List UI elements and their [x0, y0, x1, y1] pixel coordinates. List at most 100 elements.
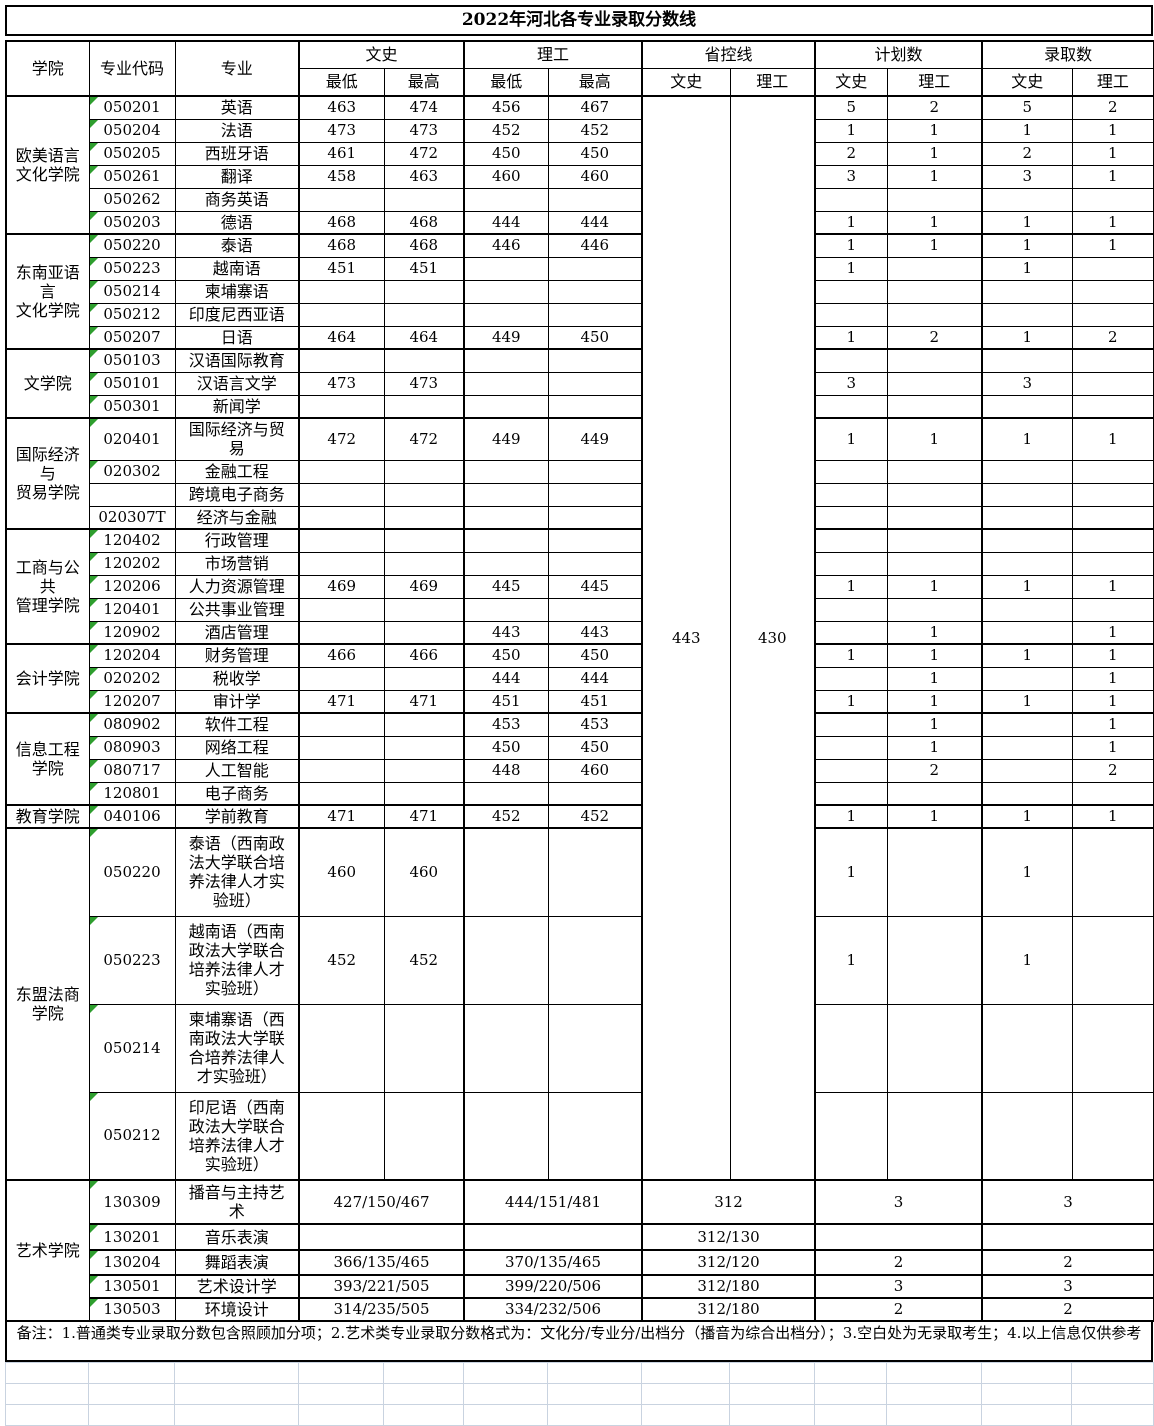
score-ligong-min-cell[interactable]	[463, 187, 549, 212]
admit-wenshi-cell[interactable]: 1	[981, 325, 1073, 350]
major-code-cell[interactable]: 050204	[88, 118, 176, 143]
score-wenshi-min-cell[interactable]	[298, 551, 385, 576]
college-cell[interactable]: 国际经济 与 贸易学院	[5, 417, 90, 530]
major-code-cell[interactable]: 130501	[88, 1274, 176, 1299]
admit-cell[interactable]: 3	[981, 1179, 1154, 1225]
score-ligong-max-cell[interactable]	[547, 528, 643, 553]
admit-ligong-cell[interactable]	[1071, 915, 1154, 1005]
score-wenshi-min-cell[interactable]	[298, 505, 385, 530]
admit-wenshi-cell[interactable]: 1	[981, 256, 1073, 281]
admit-wenshi-cell[interactable]	[981, 735, 1073, 760]
plan-cell[interactable]: 3	[814, 1179, 983, 1225]
admit-ligong-cell[interactable]: 1	[1071, 804, 1154, 829]
admit-wenshi-cell[interactable]	[981, 279, 1073, 304]
score-ligong-min-cell[interactable]	[463, 781, 549, 806]
major-code-cell[interactable]: 120206	[88, 574, 176, 599]
score-ligong-cell[interactable]: 370/135/465	[463, 1249, 643, 1276]
plan-wenshi-cell[interactable]: 1	[814, 256, 888, 281]
score-ligong-min-cell[interactable]: 450	[463, 141, 549, 166]
college-cell[interactable]: 会计学院	[5, 643, 90, 714]
admit-ligong-cell[interactable]	[1071, 827, 1154, 917]
major-code-cell[interactable]: 050203	[88, 210, 176, 235]
major-name-cell[interactable]: 税收学	[174, 666, 300, 691]
admit-ligong-cell[interactable]	[1071, 371, 1154, 396]
plan-wenshi-cell[interactable]	[814, 187, 888, 212]
plan-ligong-cell[interactable]	[886, 528, 983, 553]
score-ligong-min-cell[interactable]: 444	[463, 666, 549, 691]
score-wenshi-min-cell[interactable]: 464	[298, 325, 385, 350]
score-wenshi-max-cell[interactable]	[383, 551, 465, 576]
major-code-cell[interactable]: 020202	[88, 666, 176, 691]
major-name-cell[interactable]: 网络工程	[174, 735, 300, 760]
plan-ligong-cell[interactable]: 1	[886, 804, 983, 829]
plan-ligong-cell[interactable]: 1	[886, 118, 983, 143]
score-ligong-cell[interactable]: 334/232/506	[463, 1297, 643, 1322]
score-wenshi-max-cell[interactable]	[383, 482, 465, 507]
admit-ligong-cell[interactable]: 2	[1071, 325, 1154, 350]
score-ligong-max-cell[interactable]: 449	[547, 417, 643, 461]
admit-cell[interactable]	[981, 1223, 1154, 1251]
major-name-cell[interactable]: 播音与主持艺 术	[174, 1179, 300, 1225]
score-ligong-min-cell[interactable]: 452	[463, 118, 549, 143]
major-name-cell[interactable]: 越南语（西南 政法大学联合 培养法律人才 实验班）	[174, 915, 300, 1005]
score-ligong-min-cell[interactable]: 450	[463, 735, 549, 760]
plan-wenshi-cell[interactable]	[814, 348, 888, 373]
admit-ligong-cell[interactable]	[1071, 1091, 1154, 1181]
major-name-cell[interactable]: 新闻学	[174, 394, 300, 419]
plan-ligong-cell[interactable]: 1	[886, 164, 983, 189]
major-name-cell[interactable]: 电子商务	[174, 781, 300, 806]
college-cell[interactable]: 教育学院	[5, 804, 90, 829]
major-name-cell[interactable]: 商务英语	[174, 187, 300, 212]
major-code-cell[interactable]: 120401	[88, 597, 176, 622]
header-ligong-min[interactable]: 最低	[463, 67, 549, 97]
admit-ligong-cell[interactable]: 1	[1071, 141, 1154, 166]
score-ligong-max-cell[interactable]: 445	[547, 574, 643, 599]
admit-ligong-cell[interactable]: 2	[1071, 95, 1154, 120]
plan-ligong-cell[interactable]	[886, 371, 983, 396]
major-name-cell[interactable]: 汉语国际教育	[174, 348, 300, 373]
admit-wenshi-cell[interactable]	[981, 712, 1073, 737]
major-name-cell[interactable]: 环境设计	[174, 1297, 300, 1322]
score-wenshi-max-cell[interactable]	[383, 459, 465, 484]
plan-cell[interactable]	[814, 1223, 983, 1251]
score-wenshi-max-cell[interactable]: 452	[383, 915, 465, 1005]
admit-ligong-cell[interactable]: 1	[1071, 735, 1154, 760]
score-wenshi-cell[interactable]: 314/235/505	[297, 1297, 465, 1322]
admit-wenshi-cell[interactable]: 3	[981, 371, 1073, 396]
score-wenshi-min-cell[interactable]: 473	[298, 118, 385, 143]
control-line-cell[interactable]: 312/120	[641, 1249, 816, 1276]
admit-ligong-cell[interactable]: 2	[1071, 758, 1154, 783]
score-wenshi-min-cell[interactable]	[298, 302, 385, 327]
college-cell[interactable]: 东南亚语 言 文化学院	[5, 233, 90, 350]
admit-wenshi-cell[interactable]: 1	[981, 233, 1073, 258]
score-wenshi-min-cell[interactable]: 468	[298, 210, 385, 235]
score-wenshi-max-cell[interactable]	[383, 505, 465, 530]
score-ligong-max-cell[interactable]: 450	[547, 325, 643, 350]
major-name-cell[interactable]: 法语	[174, 118, 300, 143]
score-wenshi-min-cell[interactable]	[298, 597, 385, 622]
score-ligong-min-cell[interactable]: 452	[463, 804, 549, 829]
admit-wenshi-cell[interactable]	[981, 781, 1073, 806]
admit-wenshi-cell[interactable]	[981, 394, 1073, 419]
header-ligong-max[interactable]: 最高	[547, 67, 643, 97]
major-code-cell[interactable]: 020302	[88, 459, 176, 484]
plan-ligong-cell[interactable]	[886, 302, 983, 327]
plan-ligong-cell[interactable]: 1	[886, 643, 983, 668]
admit-ligong-cell[interactable]: 1	[1071, 574, 1154, 599]
major-code-cell[interactable]: 120202	[88, 551, 176, 576]
admit-wenshi-cell[interactable]: 1	[981, 915, 1073, 1005]
major-name-cell[interactable]: 市场营销	[174, 551, 300, 576]
plan-wenshi-cell[interactable]: 1	[814, 827, 888, 917]
score-ligong-min-cell[interactable]	[463, 279, 549, 304]
major-name-cell[interactable]: 越南语	[174, 256, 300, 281]
major-name-cell[interactable]: 国际经济与贸 易	[174, 417, 300, 461]
major-code-cell[interactable]: 080902	[88, 712, 176, 737]
plan-wenshi-cell[interactable]	[814, 1091, 888, 1181]
plan-wenshi-cell[interactable]: 1	[814, 233, 888, 258]
admit-ligong-cell[interactable]: 1	[1071, 417, 1154, 461]
plan-ligong-cell[interactable]: 1	[886, 141, 983, 166]
major-name-cell[interactable]: 泰语（西南政 法大学联合培 养法律人才实 验班）	[174, 827, 300, 917]
major-code-cell[interactable]: 050212	[88, 302, 176, 327]
score-wenshi-max-cell[interactable]: 472	[383, 417, 465, 461]
score-wenshi-min-cell[interactable]	[298, 187, 385, 212]
